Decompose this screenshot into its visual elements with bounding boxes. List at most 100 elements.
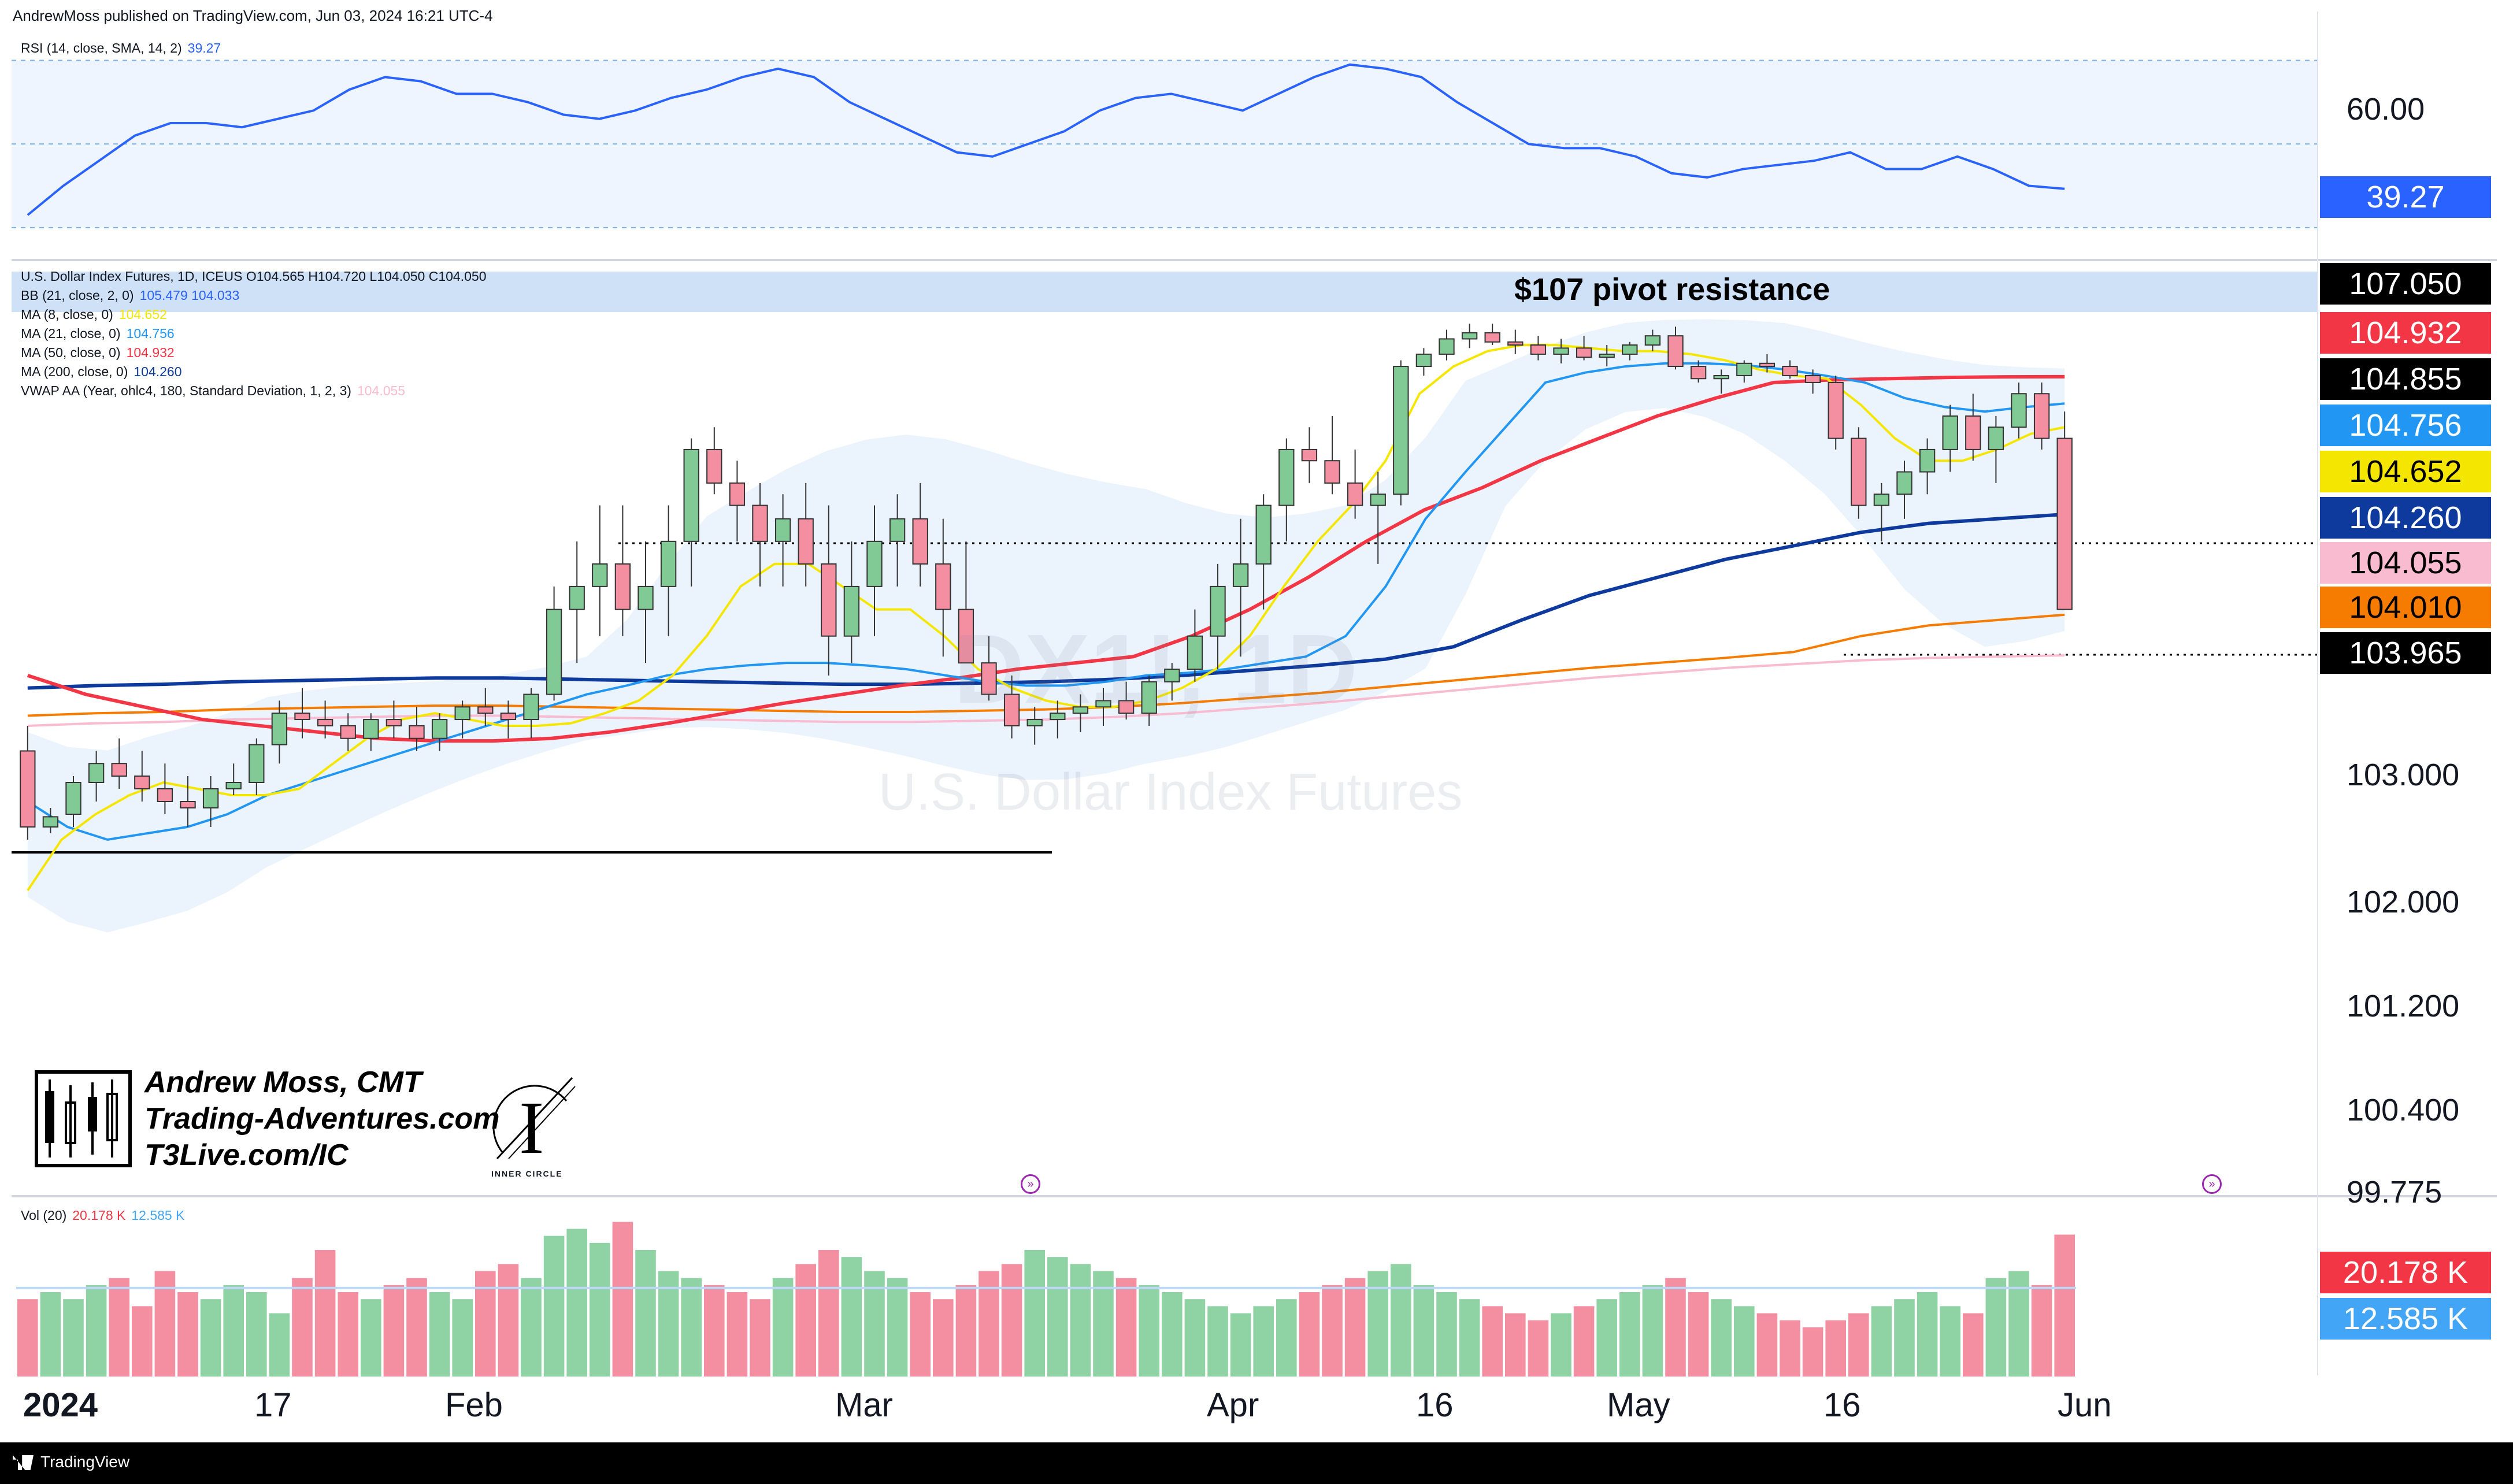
volume-bar [818, 1250, 839, 1377]
vwap-line [27, 654, 2065, 727]
candle-body [1530, 344, 1547, 355]
volume-bar [498, 1264, 519, 1377]
candle-body [752, 504, 768, 542]
volume-bar [933, 1299, 954, 1377]
indicator-legend[interactable]: MA (8, close, 0) 104.652 [21, 307, 167, 322]
bollinger-band-fill [27, 319, 2065, 933]
inner-circle-icon: I [492, 1077, 576, 1170]
candle-body [20, 750, 36, 828]
candle-body [180, 801, 196, 808]
candle-body [1118, 700, 1135, 714]
volume-bar [314, 1250, 336, 1377]
volume-bar [1551, 1313, 1571, 1377]
candle-body [1919, 448, 1936, 473]
volume-bar [1413, 1285, 1435, 1377]
candle-body [454, 706, 470, 721]
candle-body [958, 609, 974, 664]
volume-bar [772, 1278, 794, 1377]
candle-body [569, 585, 585, 610]
price-badge: 103.965 [2320, 632, 2491, 674]
candle-body [935, 563, 951, 610]
candle-body [1804, 374, 1821, 383]
rsi-layer [12, 60, 2318, 228]
price-layer [12, 272, 2318, 933]
volume-bar [223, 1285, 244, 1377]
symbol-legend[interactable]: U.S. Dollar Index Futures, 1D, ICEUS O10… [21, 269, 487, 284]
volume-bar [1963, 1313, 1984, 1377]
volume-bar [1642, 1285, 1663, 1377]
volume-legend[interactable]: Vol (20) 20.178 K 12.585 K [21, 1208, 184, 1223]
candle-body [821, 563, 837, 637]
rsi-legend[interactable]: RSI (14, close, SMA, 14, 2) 39.27 [21, 40, 221, 56]
volume-bar [681, 1278, 702, 1377]
indicator-legend-value: 104.932 [126, 345, 175, 360]
time-axis-label: 16 [1416, 1386, 1454, 1424]
time-axis-label: 16 [1823, 1386, 1861, 1424]
volume-bar [1619, 1292, 1640, 1377]
indicator-legend[interactable]: MA (200, close, 0) 104.260 [21, 364, 182, 380]
candle-body [1576, 347, 1592, 358]
volume-bar [1825, 1320, 1846, 1377]
volume-bar [1391, 1264, 1411, 1377]
volume-bar [132, 1306, 153, 1377]
price-badge: 104.652 [2320, 451, 2491, 492]
volume-bar [246, 1292, 267, 1377]
indicator-legend-value: 105.479 104.033 [139, 288, 240, 303]
volume-bar [1162, 1292, 1183, 1377]
candle-body [1439, 338, 1455, 355]
volume-bar [1596, 1299, 1617, 1377]
volume-bar [955, 1285, 977, 1377]
volume-bar [1802, 1327, 1823, 1377]
candle-body [1095, 700, 1111, 708]
candle-body [225, 782, 242, 789]
replay-icon-right[interactable]: » [2202, 1174, 2222, 1194]
brand-site[interactable]: Trading-Adventures.com [144, 1102, 500, 1136]
rsi-legend-label: RSI (14, close, SMA, 14, 2) [21, 40, 182, 55]
candle-body [1461, 332, 1478, 340]
replay-icon[interactable]: » [1021, 1174, 1040, 1194]
candle-body [683, 448, 699, 542]
publish-info: AndrewMoss published on TradingView.com,… [13, 7, 493, 24]
indicator-legend[interactable]: MA (21, close, 0) 104.756 [21, 326, 175, 342]
candle-body [1278, 448, 1295, 506]
candle-body [1484, 332, 1500, 343]
candle-body [1393, 366, 1409, 495]
volume-bar [750, 1299, 770, 1377]
volume-bar [1482, 1306, 1503, 1377]
candle-body [1942, 415, 1958, 450]
volume-bar [1756, 1313, 1778, 1377]
volume-bar [1871, 1306, 1892, 1377]
volume-bar [1505, 1313, 1526, 1377]
volume-bar [543, 1236, 565, 1377]
volume-bar [177, 1292, 198, 1377]
indicator-legend[interactable]: BB (21, close, 2, 0) 105.479 104.033 [21, 288, 239, 303]
volume-bar [452, 1299, 473, 1377]
volume-bar [635, 1250, 656, 1377]
candle-body [1599, 353, 1615, 358]
indicator-legend-value: 104.756 [126, 326, 175, 341]
rsi-legend-value: 39.27 [187, 40, 221, 55]
time-axis-label: Feb [445, 1386, 503, 1424]
volume-bar [86, 1285, 107, 1377]
indicator-legend[interactable]: VWAP AA (Year, ohlc4, 180, Standard Devi… [21, 383, 405, 399]
candle-body [65, 782, 81, 815]
brand-logo [35, 1070, 132, 1167]
volume-bar [1322, 1285, 1343, 1377]
volume-bar [17, 1299, 38, 1377]
price-badge: 104.756 [2320, 405, 2491, 446]
rsi-axis-60: 60.00 [2347, 92, 2425, 127]
brand-link[interactable]: T3Live.com/IC [144, 1138, 349, 1172]
candle-body [1622, 344, 1638, 355]
indicator-legend[interactable]: MA (50, close, 0) 104.932 [21, 345, 175, 361]
indicator-legend-label: MA (50, close, 0) [21, 345, 121, 360]
candle-body [1988, 426, 2004, 450]
price-axis-tick: 103.000 [2347, 758, 2460, 792]
volume-bar [521, 1278, 542, 1377]
candle-body [1347, 482, 1363, 506]
candle-body [1164, 669, 1180, 682]
candle-body [2056, 437, 2073, 610]
candle-body [729, 482, 746, 506]
price-axis-tick: 100.400 [2347, 1093, 2460, 1127]
rsi-band [12, 60, 2318, 228]
